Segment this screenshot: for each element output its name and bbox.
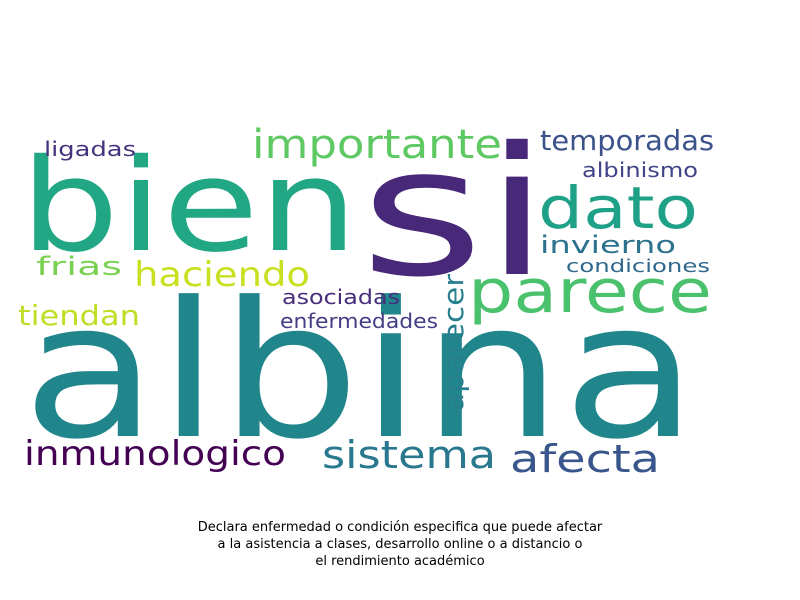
- word-si: si: [360, 109, 550, 316]
- word-haciendo: haciendo: [134, 255, 310, 295]
- word-frias: frias: [36, 252, 122, 282]
- word-enfermedades: enfermedades: [280, 309, 438, 333]
- word-asociadas: asociadas: [282, 285, 400, 309]
- word-bien: bien: [20, 132, 358, 281]
- word-albina: albina: [22, 262, 698, 481]
- word-parece: parece: [468, 257, 712, 327]
- word-albinismo: albinismo: [582, 158, 698, 182]
- caption-line-3: el rendimiento académico: [315, 554, 485, 569]
- word-ligadas: ligadas: [44, 137, 136, 161]
- word-condiciones: condiciones: [566, 256, 710, 277]
- caption-line-2: a la asistencia a clases, desarrollo onl…: [217, 537, 583, 552]
- word-tiendan: tiendan: [18, 299, 140, 332]
- word-inmunologico: inmunologico: [24, 434, 286, 474]
- word-sistema: sistema: [322, 433, 496, 477]
- word-importante: importante: [252, 122, 502, 168]
- word-temporadas: temporadas: [540, 124, 714, 157]
- word-afecta: afecta: [510, 437, 660, 481]
- word-dato: dato: [538, 174, 698, 242]
- caption: Declara enfermedad o condición especific…: [0, 519, 800, 570]
- caption-line-1: Declara enfermedad o condición especific…: [197, 520, 603, 535]
- word-invierno: invierno: [540, 231, 676, 259]
- word-aparecer: aparecer: [437, 273, 470, 412]
